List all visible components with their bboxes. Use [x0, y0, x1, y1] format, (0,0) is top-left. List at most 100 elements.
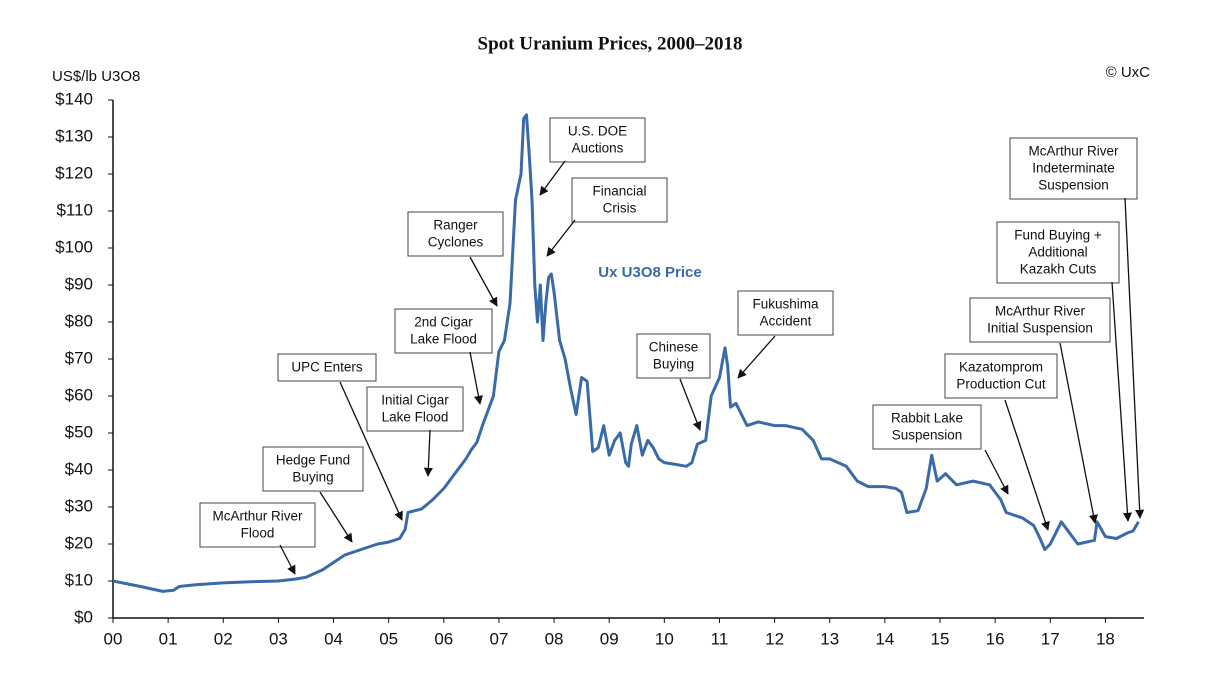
annotation-text: Auctions	[572, 141, 624, 156]
annotation-text: Kazakh Cuts	[1020, 262, 1097, 277]
y-tick-label: $130	[55, 126, 93, 145]
x-tick-label: 12	[765, 629, 784, 648]
x-tick-label: 07	[489, 629, 508, 648]
annotation: Fund Buying + Additional Kazakh Cuts	[996, 221, 1132, 522]
annotation-text: Suspension	[1038, 178, 1109, 193]
annotation: Kazatomprom Production Cut	[944, 353, 1058, 531]
x-tick-label: 08	[545, 629, 564, 648]
annotation-box	[636, 333, 711, 379]
x-tick-label: 05	[379, 629, 398, 648]
series-label: Ux U3O8 Price	[598, 264, 701, 281]
annotation-arrow	[339, 381, 403, 521]
y-tick-label: $90	[65, 274, 93, 293]
annotation-box	[571, 177, 668, 223]
source: © UxC	[1106, 64, 1151, 81]
annotation-box	[996, 221, 1120, 284]
annotation-box	[944, 353, 1058, 399]
annotation-arrow	[279, 544, 296, 575]
x-tick-label: 02	[214, 629, 233, 648]
x-tick-label: 11	[711, 629, 729, 648]
annotation-text: Cyclones	[428, 235, 484, 250]
y-tick-label: $50	[65, 422, 93, 441]
annotation-arrow	[679, 378, 702, 431]
x-tick-label: 00	[104, 629, 123, 648]
annotation-arrow	[546, 219, 576, 257]
annotation-arrow	[469, 351, 483, 405]
annotation: McArthur River Indeterminate Suspension	[1009, 137, 1145, 519]
x-tick-label: 15	[931, 629, 950, 648]
annotation-text: UPC Enters	[291, 360, 363, 375]
annotation-text: Accident	[760, 314, 812, 329]
x-tick-label: 16	[986, 629, 1005, 648]
annotation-text: Initial Suspension	[987, 321, 1093, 336]
y-tick-label: $60	[65, 385, 93, 404]
annotation: 2nd Cigar Lake Flood	[394, 308, 493, 405]
y-tick-label: $40	[65, 459, 93, 478]
annotation-box	[262, 446, 364, 492]
annotation-text: Flood	[241, 526, 275, 541]
annotation: Rabbit Lake Suspension	[872, 404, 1009, 495]
annotation: Initial Cigar Lake Flood	[366, 386, 464, 477]
annotation-box	[1009, 137, 1138, 200]
x-tick-label: 09	[600, 629, 619, 648]
annotation-box	[394, 308, 493, 354]
annotation-text: Additional	[1028, 245, 1087, 260]
y-tick-label: $10	[65, 570, 93, 589]
x-tick-label: 18	[1096, 629, 1115, 648]
annotation-arrow	[1059, 342, 1098, 524]
y-tick-label: $100	[55, 237, 93, 256]
annotation-box	[199, 502, 316, 548]
annotation-text: Rabbit Lake	[891, 411, 963, 426]
annotation-text: Suspension	[892, 428, 963, 443]
annotation-arrow	[1124, 197, 1145, 519]
annotation-text: Buying	[653, 357, 694, 372]
annotation-box	[737, 290, 834, 336]
x-tick-label: 01	[159, 629, 178, 648]
x-tick-label: 06	[434, 629, 453, 648]
annotation-arrow	[1111, 281, 1132, 522]
annotation-text: Hedge Fund	[276, 453, 350, 468]
annotation-arrow	[319, 491, 353, 543]
annotation: Hedge Fund Buying	[262, 446, 364, 543]
chart-title: Spot Uranium Prices, 2000–2018	[478, 33, 743, 54]
annotation: UPC Enters	[277, 353, 403, 521]
annotation-text: U.S. DOE	[568, 124, 627, 139]
x-tick-label: 10	[655, 629, 674, 648]
annotation-arrow	[737, 335, 776, 379]
annotation-box	[366, 386, 464, 432]
annotation-text: Ranger	[433, 218, 478, 233]
annotation: Financial Crisis	[546, 177, 668, 257]
annotation-box	[277, 353, 377, 382]
annotation-box	[872, 404, 982, 450]
annotation-text: Lake Flood	[410, 332, 477, 347]
annotation-arrow	[984, 449, 1009, 495]
y-tick-label: $120	[55, 163, 93, 182]
y-axis-label: US$/lb U3O8	[52, 68, 140, 85]
annotation-text: Fukushima	[752, 297, 819, 312]
x-tick-label: 14	[875, 629, 894, 648]
annotation-text: McArthur River	[995, 304, 1086, 319]
price-line	[112, 113, 1140, 593]
y-tick-label: $80	[65, 311, 93, 330]
annotation-text: McArthur River	[1028, 144, 1119, 159]
annotation-text: Fund Buying +	[1014, 228, 1102, 243]
annotation-text: Crisis	[603, 201, 637, 216]
annotation: Ranger Cyclones	[407, 211, 504, 307]
annotation-text: Buying	[292, 470, 333, 485]
annotation-arrow	[469, 256, 498, 307]
annotation-arrow	[1004, 399, 1050, 531]
annotation-text: 2nd Cigar	[414, 315, 473, 330]
annotation-text: Financial	[592, 184, 646, 199]
annotation-arrow	[423, 429, 433, 477]
y-tick-label: $30	[65, 496, 93, 515]
y-tick-label: $70	[65, 348, 93, 367]
annotation: U.S. DOE Auctions	[539, 117, 646, 196]
y-tick-label: $140	[55, 89, 93, 108]
annotation-text: Indeterminate	[1032, 161, 1115, 176]
x-tick-label: 04	[324, 629, 343, 648]
annotation-text: Kazatomprom	[959, 360, 1043, 375]
y-tick-label: $110	[56, 200, 93, 219]
annotation: Chinese Buying	[636, 333, 711, 431]
annotation: Fukushima Accident	[737, 290, 834, 379]
